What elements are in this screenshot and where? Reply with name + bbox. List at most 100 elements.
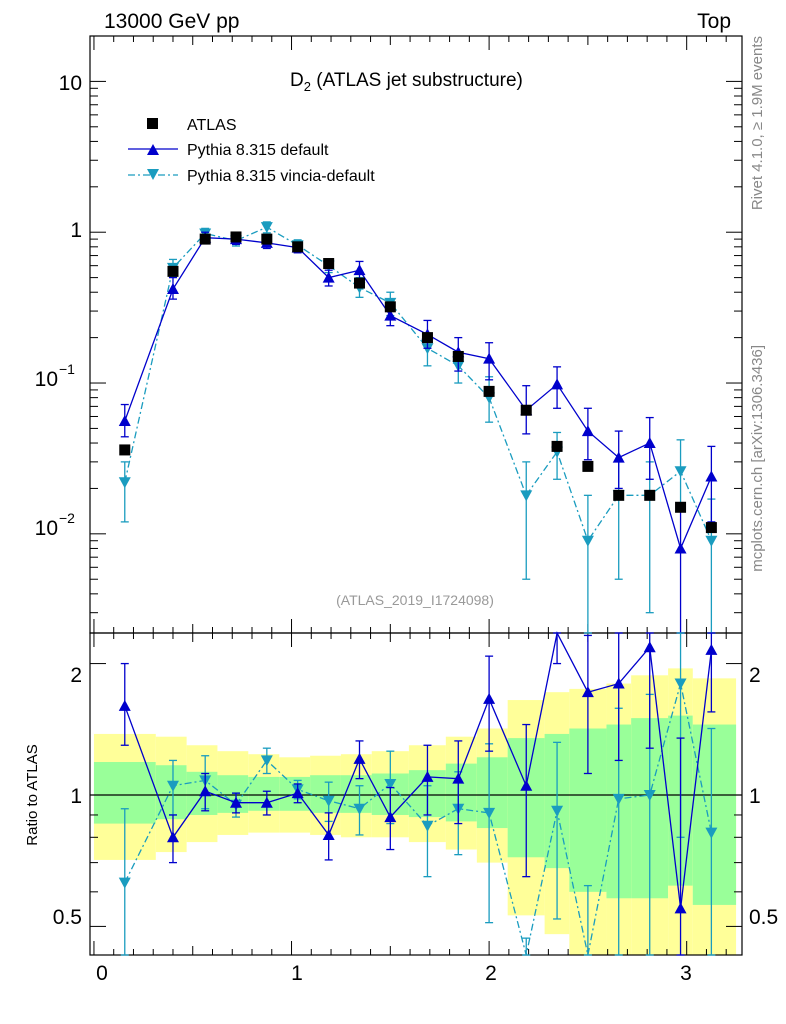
ratio-band-1sigma — [310, 775, 341, 813]
ratio-y-tick-labels: 0.5 1 2 0.5 1 2 — [53, 664, 778, 929]
pythia-default-point — [166, 283, 179, 295]
atlas-point — [705, 522, 717, 534]
legend-label-pythia-default: Pythia 8.315 default — [187, 142, 329, 159]
ratio-band-1sigma — [692, 724, 737, 905]
ratio-y-tick-label-2: 2 — [70, 664, 82, 687]
ratio-pythia-default-point — [291, 787, 304, 799]
ratio-pythia-vincia-point — [674, 678, 687, 690]
atlas-point — [452, 350, 464, 362]
legend-marker-pythia-default — [147, 144, 159, 155]
ratio-y-tick-label-right-0p5: 0.5 — [749, 906, 778, 929]
atlas-point — [261, 233, 273, 245]
ratio-pythia-vincia-point — [551, 805, 564, 817]
atlas-point — [384, 301, 396, 313]
ratio-pythia-vincia-point — [384, 778, 397, 790]
header-right-label: Top — [697, 10, 731, 33]
series-atlas — [119, 231, 717, 534]
ratio-pythia-default-point — [612, 677, 625, 689]
pythia-vincia-point — [520, 490, 533, 502]
ratio-pythia-vincia-point — [260, 755, 273, 767]
pythia-default-point — [483, 352, 496, 364]
legend-label-pythia-vincia: Pythia 8.315 vincia-default — [187, 168, 375, 185]
ratio-pythia-default-point — [581, 686, 594, 698]
atlas-point — [421, 332, 433, 344]
pythia-vincia-point — [581, 535, 594, 547]
mcplots-source-label: mcplots.cern.ch [arXiv:1306.3436] — [749, 345, 766, 572]
plot-title-main: D — [290, 70, 304, 91]
atlas-point — [353, 277, 365, 289]
atlas-point — [292, 241, 304, 253]
header-left-label: 13000 GeV pp — [104, 10, 239, 33]
x-tick-labels: 0 1 2 3 — [96, 962, 692, 985]
pythia-default-point — [612, 451, 625, 463]
ratio-pythia-vincia-point — [421, 820, 434, 832]
ratio-y-tick-label-right-2: 2 — [749, 664, 761, 687]
ratio-pythia-default-point — [353, 752, 366, 764]
ratio-band-1sigma — [445, 763, 477, 822]
pythia-default-point — [353, 264, 366, 276]
atlas-point — [613, 489, 625, 501]
legend-label-atlas: ATLAS — [187, 117, 237, 134]
pythia-vincia-point — [260, 222, 273, 234]
ratio-pythia-vincia-point — [643, 789, 656, 801]
pythia-default-point — [705, 470, 718, 482]
pythia-default-point — [322, 271, 335, 283]
atlas-point — [644, 489, 656, 501]
ratio-pythia-vincia-point — [353, 803, 366, 815]
series-pythia-vincia — [118, 221, 718, 634]
atlas-point — [483, 385, 495, 397]
main-y-tick-labels: 10 1 10 −1 10 −2 — [35, 72, 82, 540]
ratio-pythia-default-point — [643, 641, 656, 653]
ratio-y-axis-label: Ratio to ATLAS — [24, 744, 41, 845]
ratio-y-tick-label-1: 1 — [70, 785, 82, 808]
ratio-pythia-default-point — [230, 796, 243, 808]
pythia-vincia-point — [118, 477, 131, 489]
ratio-pythia-default-point — [166, 831, 179, 843]
ratio-pythia-default-point — [705, 643, 718, 655]
main-y-tick-label-0p1: 10 — [35, 368, 58, 391]
series-ratio-pythia-default — [118, 631, 718, 956]
ratio-y-tick-label-right-1: 1 — [749, 785, 761, 808]
pythia-default-point — [643, 437, 656, 449]
atlas-point — [520, 404, 532, 416]
ratio-y-tick-label-0p5: 0.5 — [53, 906, 82, 929]
ratio-pythia-vincia-point — [612, 793, 625, 805]
pythia-default-point — [384, 309, 397, 321]
pythia-vincia-point — [705, 535, 718, 547]
ratio-pythia-default-point — [452, 772, 465, 784]
atlas-point — [167, 265, 179, 277]
ratio-axis-ticks — [90, 633, 742, 955]
x-tick-label-2: 2 — [485, 962, 497, 985]
atlas-point — [119, 444, 131, 456]
plot-title-rest: (ATLAS jet substructure) — [311, 70, 523, 91]
ratio-pythia-default-point — [421, 770, 434, 782]
atlas-point — [582, 460, 594, 472]
ratio-data-layer — [118, 631, 718, 956]
pythia-default-point — [551, 378, 564, 390]
ratio-pythia-default-point — [199, 785, 212, 797]
pythia-default-line — [124, 237, 712, 551]
rivet-version-label: Rivet 4.1.0, ≥ 1.9M events — [749, 36, 766, 210]
legend-marker-pythia-vincia — [147, 169, 159, 180]
plot-title-subscript: 2 — [304, 79, 311, 94]
main-y-tick-exp-0p01: −2 — [59, 510, 75, 526]
main-y-tick-label-0p01: 10 — [35, 517, 58, 540]
ratio-pythia-default-point — [520, 779, 533, 791]
ratio-pythia-default-point — [118, 699, 131, 711]
ratio-pythia-vincia-point — [118, 877, 131, 889]
plot-title: D2 (ATLAS jet substructure) — [290, 70, 523, 94]
legend-marker-atlas — [147, 118, 158, 129]
main-data-layer — [118, 221, 718, 634]
atlas-point — [323, 258, 335, 270]
main-y-tick-label-10: 10 — [59, 72, 82, 95]
main-y-tick-exp-0p1: −1 — [59, 361, 75, 377]
x-tick-label-1: 1 — [291, 962, 303, 985]
main-y-tick-label-1: 1 — [70, 219, 82, 242]
series-pythia-default — [118, 231, 718, 634]
atlas-point — [199, 233, 211, 245]
x-tick-label-0: 0 — [96, 962, 108, 985]
ratio-panel-frame — [89, 632, 743, 956]
x-tick-label-3: 3 — [680, 962, 692, 985]
ratio-pythia-vincia-point — [166, 780, 179, 792]
